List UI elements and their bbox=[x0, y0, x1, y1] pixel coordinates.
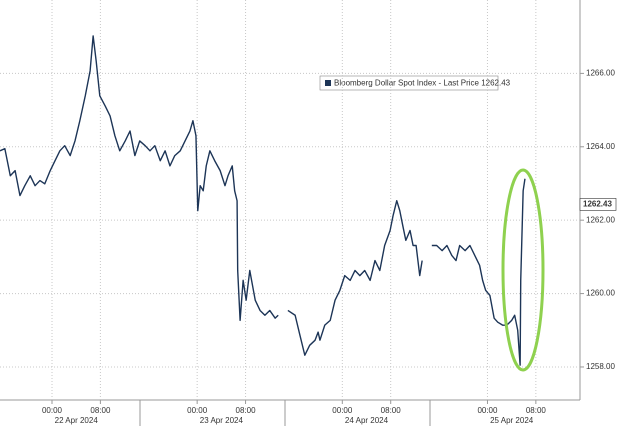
legend: Bloomberg Dollar Spot Index - Last Price… bbox=[319, 75, 511, 91]
y-tick-label: 1266.00 bbox=[586, 69, 615, 78]
legend-value: 1262.43 bbox=[481, 79, 510, 88]
date-label: 25 Apr 2024 bbox=[490, 416, 534, 425]
x-tick-label: 00:00 bbox=[42, 406, 63, 415]
x-tick-label: 00:00 bbox=[477, 406, 498, 415]
x-tick-label: 00:00 bbox=[187, 406, 208, 415]
x-tick-label: 08:00 bbox=[90, 406, 111, 415]
y-tick-label: 1260.00 bbox=[586, 289, 615, 298]
last-price-tag bbox=[579, 198, 617, 211]
y-tick-label: 1258.00 bbox=[586, 362, 615, 371]
legend-name: Bloomberg Dollar Spot Index - Last Price bbox=[334, 79, 480, 88]
price-line bbox=[0, 35, 526, 366]
date-label: 24 Apr 2024 bbox=[345, 416, 389, 425]
x-tick-label: 08:00 bbox=[381, 406, 402, 415]
date-label: 23 Apr 2024 bbox=[200, 416, 244, 425]
legend-label: Bloomberg Dollar Spot Index - Last Price… bbox=[334, 79, 511, 88]
x-tick-label: 08:00 bbox=[236, 406, 257, 415]
legend-box bbox=[319, 75, 499, 91]
x-tick-label: 08:00 bbox=[526, 406, 547, 415]
highlight-ellipse bbox=[501, 168, 545, 372]
y-tick-label: 1262.00 bbox=[586, 215, 615, 224]
y-tick-label: 1264.00 bbox=[586, 142, 615, 151]
legend-swatch bbox=[325, 80, 331, 86]
date-label: 22 Apr 2024 bbox=[55, 416, 99, 425]
last-price-label: 1262.43 bbox=[583, 200, 612, 209]
x-tick-label: 00:00 bbox=[332, 406, 353, 415]
